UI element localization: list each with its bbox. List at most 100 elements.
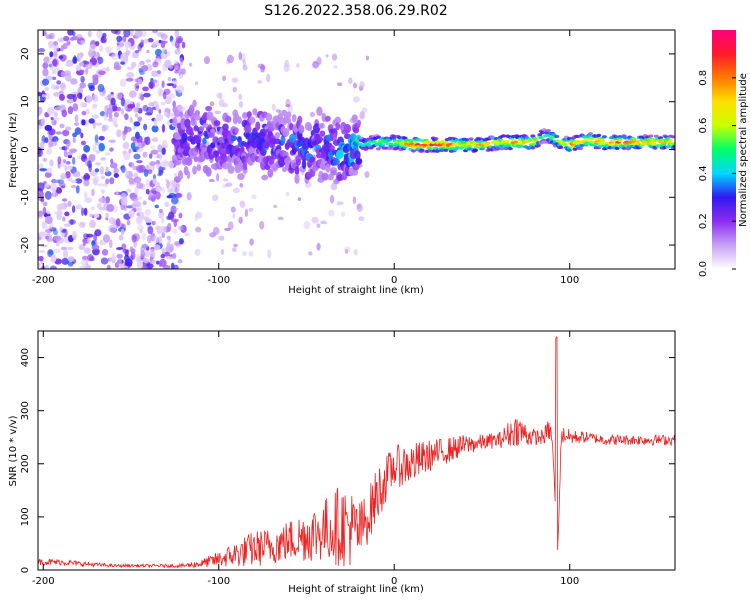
spectrogram-cell: [202, 137, 207, 145]
spectrogram-cell: [42, 62, 49, 70]
spectrogram-cell: [221, 162, 229, 170]
spectrogram-cell: [600, 139, 606, 143]
spectrogram-cell: [155, 113, 164, 122]
spectrogram-cell: [186, 192, 192, 201]
spectrogram-cell: [174, 64, 179, 71]
spectrogram-cell: [332, 157, 340, 166]
spectrogram-cell: [173, 264, 179, 269]
spectrogram-cell: [365, 55, 370, 61]
spectrogram-cell: [59, 93, 65, 101]
spectrogram-cell: [75, 185, 80, 194]
spectrogram-cell: [76, 34, 83, 39]
spectrogram-cell: [105, 212, 110, 219]
spectrogram-cell: [183, 165, 189, 176]
spectrogram-cell: [143, 257, 150, 264]
spectrogram-cell: [227, 165, 235, 174]
spectrogram-cell: [56, 80, 62, 85]
spectrogram-cell: [670, 135, 675, 139]
spectrogram-cell: [266, 73, 271, 83]
spectrogram-cell: [62, 216, 66, 222]
spectrogram-cell: [57, 37, 65, 43]
spectrogram-cell: [505, 139, 511, 144]
spectrogram-cell: [83, 145, 91, 153]
snr-xtick-label: 0: [391, 576, 397, 587]
spectrogram-cell: [52, 187, 56, 197]
spectrogram-cell: [63, 35, 70, 42]
spectrogram-cell: [597, 144, 603, 148]
spectrogram-cell: [315, 136, 324, 143]
spectrogram-cell: [231, 247, 237, 253]
spectrogram-cell: [41, 94, 46, 98]
spectrogram-cell: [113, 167, 119, 175]
spectrogram-cell: [145, 188, 150, 195]
spectrogram-cell: [152, 235, 159, 244]
snr-ytick-label: 0: [20, 567, 31, 573]
spectrogram-cell: [231, 77, 239, 84]
spectrogram-cell: [80, 259, 88, 266]
spectrogram-cell: [136, 253, 140, 260]
spectrogram-cell: [155, 104, 160, 111]
spectrogram-cell: [110, 162, 118, 169]
spectrogram-cell: [75, 178, 83, 184]
spectrogram-cell: [364, 171, 370, 179]
spectrogram-cell: [90, 206, 95, 211]
spectrogram-cell: [208, 178, 215, 183]
spectrogram-cell: [79, 40, 86, 45]
spectrogram-cell: [81, 119, 86, 126]
spectrogram-cell: [124, 113, 129, 121]
spectrogram-cell: [205, 167, 212, 177]
spectrogram-cell: [177, 37, 183, 44]
spectrogram-cell: [170, 205, 177, 215]
spectrogram-cell: [49, 159, 54, 167]
spectrogram-cell: [108, 139, 116, 143]
spectrogram-cell: [352, 82, 358, 89]
spectrogram-cell: [105, 196, 110, 204]
spectrogram-cell: [109, 177, 115, 185]
spectrogram-cell: [116, 92, 123, 100]
figure-title: S126.2022.358.06.29.R02: [264, 3, 447, 19]
spectrogram-cell: [140, 39, 145, 45]
spectrogram-cell: [500, 134, 506, 138]
spectrogram-cell: [172, 252, 177, 260]
spectrogram-cell: [330, 194, 335, 204]
spectrogram-cell: [275, 109, 281, 113]
spectrogram-cell: [419, 149, 425, 153]
spectrogram-cell: [143, 92, 151, 98]
spectrogram-cell: [44, 182, 50, 188]
spectrogram-cell: [166, 242, 171, 249]
spectrogram-cell: [263, 141, 270, 148]
spectrogram-cell: [143, 136, 149, 144]
spectrogram-cell: [166, 235, 172, 240]
spectrogram-cell: [109, 239, 113, 249]
spectrogram-cell: [242, 64, 248, 71]
spectrogram-cell: [98, 135, 105, 141]
spectrogram-cell: [433, 137, 439, 141]
spectrogram-cell: [214, 110, 222, 114]
spectrogram-cell: [126, 219, 131, 226]
spectrogram-cell: [309, 111, 316, 118]
spectrogram-cell: [136, 164, 144, 174]
spectrogram-cell: [140, 94, 145, 101]
spectrogram-cell: [122, 249, 130, 254]
snr-plot-area: [38, 331, 675, 570]
spectrogram-cell: [667, 139, 673, 143]
spectrogram-cell: [134, 30, 143, 38]
spectrogram-cell: [116, 35, 123, 42]
spectrogram-cell: [232, 213, 236, 219]
spectrogram-cell: [104, 152, 111, 156]
spectrogram-cell: [97, 56, 104, 65]
spectrogram-cell: [47, 40, 55, 47]
spectrogram-cell: [85, 174, 91, 180]
spectrogram-cell: [267, 168, 274, 178]
spectrogram-cell: [356, 203, 362, 210]
spectrogram-cell: [43, 30, 47, 37]
spectrogram-cell: [152, 30, 158, 34]
spectrogram-cell: [593, 142, 599, 146]
spectrogram-cell: [242, 160, 248, 171]
spectrogram-cell: [101, 248, 109, 256]
spectrogram-cell: [203, 56, 211, 65]
snr-axes: -200 -100 0 100 0 100 200 300 400: [20, 331, 675, 587]
spectrogram-cell: [311, 216, 319, 224]
spectrogram-cell: [136, 225, 145, 231]
